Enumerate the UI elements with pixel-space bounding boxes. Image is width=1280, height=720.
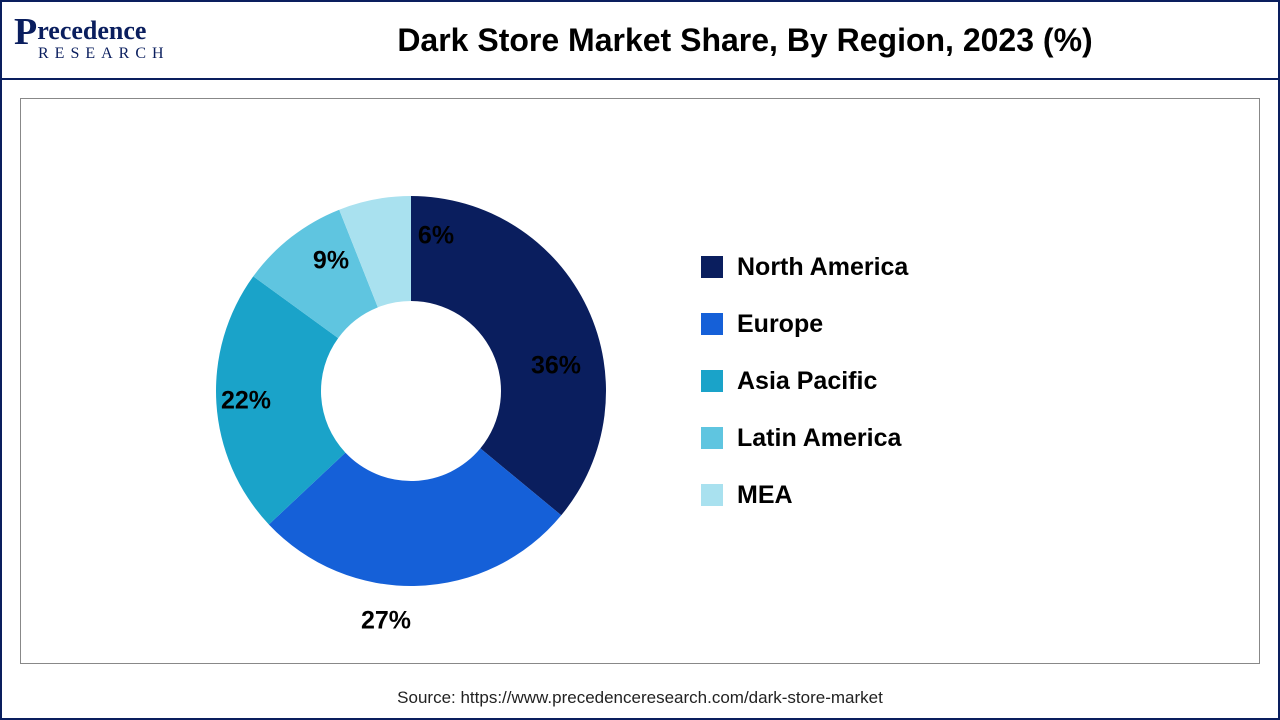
- logo-text: P recedence RESEARCH: [14, 19, 170, 62]
- logo-subtext: RESEARCH: [38, 47, 170, 61]
- logo-word: recedence: [37, 19, 146, 42]
- donut-container: 36% 27% 22% 9% 6%: [21, 101, 641, 661]
- title-cell: Dark Store Market Share, By Region, 2023…: [224, 22, 1266, 59]
- chart-frame: P recedence RESEARCH Dark Store Market S…: [0, 0, 1280, 720]
- legend-label: Asia Pacific: [737, 367, 877, 396]
- legend: North America Europe Asia Pacific Latin Ame…: [641, 225, 1259, 538]
- legend-swatch: [701, 484, 723, 506]
- legend-item: Latin America: [701, 424, 1219, 453]
- slice-label: 36%: [531, 352, 581, 381]
- chart-area: 36% 27% 22% 9% 6% North America Europe Asia Pa…: [20, 98, 1260, 664]
- logo-letter: P: [14, 19, 37, 46]
- legend-label: Europe: [737, 310, 823, 339]
- legend-label: North America: [737, 253, 908, 282]
- legend-swatch: [701, 427, 723, 449]
- legend-swatch: [701, 256, 723, 278]
- legend-item: Asia Pacific: [701, 367, 1219, 396]
- slice-label: 22%: [221, 387, 271, 416]
- slice-label: 9%: [313, 247, 349, 276]
- legend-label: MEA: [737, 481, 793, 510]
- donut-chart: [21, 101, 641, 661]
- legend-label: Latin America: [737, 424, 901, 453]
- legend-item: Europe: [701, 310, 1219, 339]
- logo: P recedence RESEARCH: [14, 19, 224, 62]
- slice-label: 6%: [418, 222, 454, 251]
- legend-swatch: [701, 313, 723, 335]
- legend-item: North America: [701, 253, 1219, 282]
- legend-swatch: [701, 370, 723, 392]
- header-row: P recedence RESEARCH Dark Store Market S…: [2, 2, 1278, 80]
- legend-item: MEA: [701, 481, 1219, 510]
- slice-label: 27%: [361, 607, 411, 636]
- source-line: Source: https://www.precedenceresearch.c…: [2, 682, 1278, 718]
- chart-title: Dark Store Market Share, By Region, 2023…: [224, 22, 1266, 59]
